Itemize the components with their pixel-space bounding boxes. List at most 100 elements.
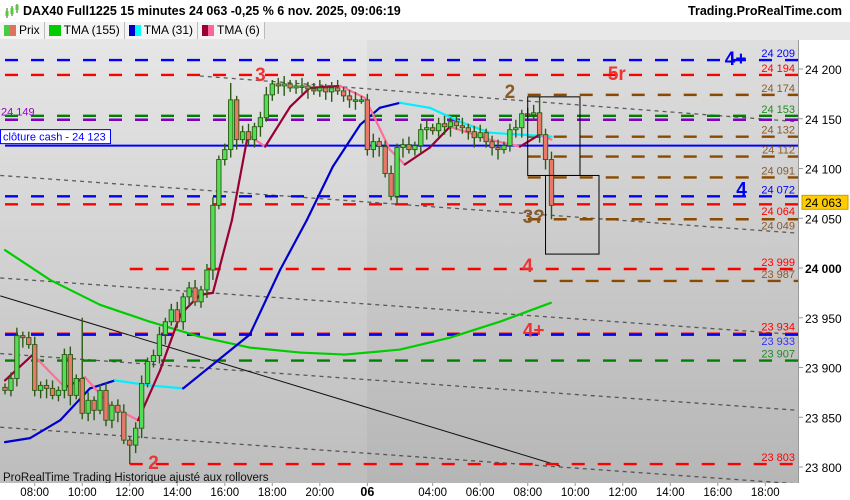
candle bbox=[388, 165, 394, 201]
ma-segment-155 bbox=[198, 335, 251, 349]
candle bbox=[329, 81, 335, 102]
candle bbox=[257, 111, 264, 137]
x-tick-label: 10:00 bbox=[68, 487, 97, 499]
candle bbox=[531, 104, 537, 121]
candle-body bbox=[548, 159, 555, 206]
candle bbox=[489, 135, 495, 156]
candle bbox=[222, 143, 228, 166]
candle bbox=[121, 404, 127, 445]
candle-body bbox=[519, 113, 525, 129]
candle bbox=[20, 331, 26, 348]
legend-tab-tma-6[interactable]: TMA (6) bbox=[198, 22, 265, 39]
candle-body bbox=[43, 384, 50, 389]
x-tick-label: 04:00 bbox=[418, 487, 447, 499]
candle-body bbox=[49, 387, 56, 396]
y-tick-label: 24 000 bbox=[805, 262, 842, 276]
wave-annotation: 4+ bbox=[523, 321, 545, 342]
instrument-title: DAX40 Full1225 15 minutes 24 063 -0,25 %… bbox=[23, 4, 401, 18]
legend-tab-price[interactable]: Prix bbox=[0, 22, 45, 39]
candle-body bbox=[73, 377, 79, 396]
footer-text: ProRealTime Trading Historique ajusté au… bbox=[3, 472, 269, 484]
wave-annotation: 4 bbox=[522, 256, 533, 277]
candle-body bbox=[275, 83, 281, 87]
legend-swatch-down bbox=[10, 25, 16, 36]
candle-body bbox=[26, 337, 32, 346]
legend-tab-tma-155[interactable]: TMA (155) bbox=[44, 22, 125, 39]
candle-body bbox=[79, 377, 85, 414]
candle-body bbox=[507, 129, 513, 147]
legend-label: TMA (6) bbox=[217, 23, 260, 37]
candle-body bbox=[406, 144, 412, 151]
cash-close-label: clôture cash - 24 123 bbox=[3, 132, 106, 144]
candle-body bbox=[477, 132, 483, 139]
y-axis-background bbox=[798, 40, 850, 500]
candle-body bbox=[245, 131, 252, 141]
candle bbox=[364, 93, 370, 156]
y-tick-label: 23 950 bbox=[805, 312, 842, 326]
candle-body bbox=[156, 334, 163, 357]
candle-body bbox=[180, 296, 186, 323]
level-label: 24 209 bbox=[761, 48, 795, 60]
candle bbox=[61, 348, 68, 399]
candle-body bbox=[412, 145, 418, 151]
candle-body bbox=[216, 159, 222, 206]
candle bbox=[536, 96, 543, 143]
ma-segment-31 bbox=[182, 333, 251, 390]
ma-segment-6 bbox=[289, 86, 311, 108]
candle bbox=[138, 375, 145, 439]
ma-segment-155 bbox=[98, 303, 152, 323]
x-tick-label: 10:00 bbox=[561, 487, 590, 499]
ma-segment-155 bbox=[343, 348, 402, 356]
candle-body bbox=[364, 99, 370, 151]
candle-body bbox=[376, 141, 382, 148]
candle-body bbox=[2, 386, 8, 391]
candle-body bbox=[459, 125, 466, 129]
candle-body bbox=[133, 427, 139, 446]
x-tick-label: 16:00 bbox=[210, 487, 239, 499]
candle bbox=[358, 95, 365, 104]
ma-segment-31 bbox=[398, 101, 431, 109]
x-axis[interactable]: 08:00 10:00 12:00 14:00 16:00 18:00 20:00 06 04:… bbox=[20, 483, 780, 499]
ma-segment-155 bbox=[498, 301, 552, 323]
candle-body bbox=[465, 127, 471, 133]
candle-body bbox=[138, 382, 145, 429]
candle bbox=[97, 384, 103, 415]
candle-body bbox=[340, 90, 347, 97]
candle-body bbox=[85, 399, 91, 414]
level-label: 23 934 bbox=[761, 322, 795, 334]
candle bbox=[435, 117, 442, 137]
candle bbox=[483, 128, 489, 148]
level-label: 24 049 bbox=[761, 221, 795, 233]
candle-body bbox=[97, 389, 103, 411]
candle-body bbox=[67, 354, 73, 396]
candle bbox=[216, 155, 222, 210]
candle-body bbox=[222, 149, 228, 160]
candle-body bbox=[198, 289, 204, 303]
candle bbox=[263, 86, 270, 122]
ma-segment-6 bbox=[264, 105, 292, 148]
candle bbox=[459, 117, 466, 134]
legend-tab-tma-31[interactable]: TMA (31) bbox=[124, 22, 199, 39]
candle-body bbox=[542, 134, 549, 160]
candle bbox=[245, 123, 252, 146]
y-tick-label: 23 800 bbox=[805, 461, 842, 475]
candle bbox=[32, 336, 38, 397]
candle bbox=[548, 151, 555, 220]
level-label: 24 132 bbox=[761, 125, 795, 137]
level-label: 23 999 bbox=[761, 257, 795, 269]
level-label: 23 933 bbox=[761, 336, 795, 348]
candle-body bbox=[317, 87, 323, 92]
candle bbox=[287, 79, 293, 92]
x-tick-label: 12:00 bbox=[115, 487, 144, 499]
candle-body bbox=[293, 85, 299, 89]
candle-body bbox=[20, 335, 26, 339]
candle-body bbox=[400, 144, 406, 149]
wave-annotation: 4 bbox=[736, 179, 747, 200]
y-axis[interactable]: 24 200 24 150 24 100 24 050 24 000 23 950 23 9… bbox=[798, 63, 849, 475]
cash-close-label-box bbox=[0, 129, 111, 145]
candle bbox=[370, 133, 376, 158]
candle bbox=[168, 303, 174, 326]
candle bbox=[144, 357, 151, 388]
level-label: 24 091 bbox=[761, 165, 795, 177]
